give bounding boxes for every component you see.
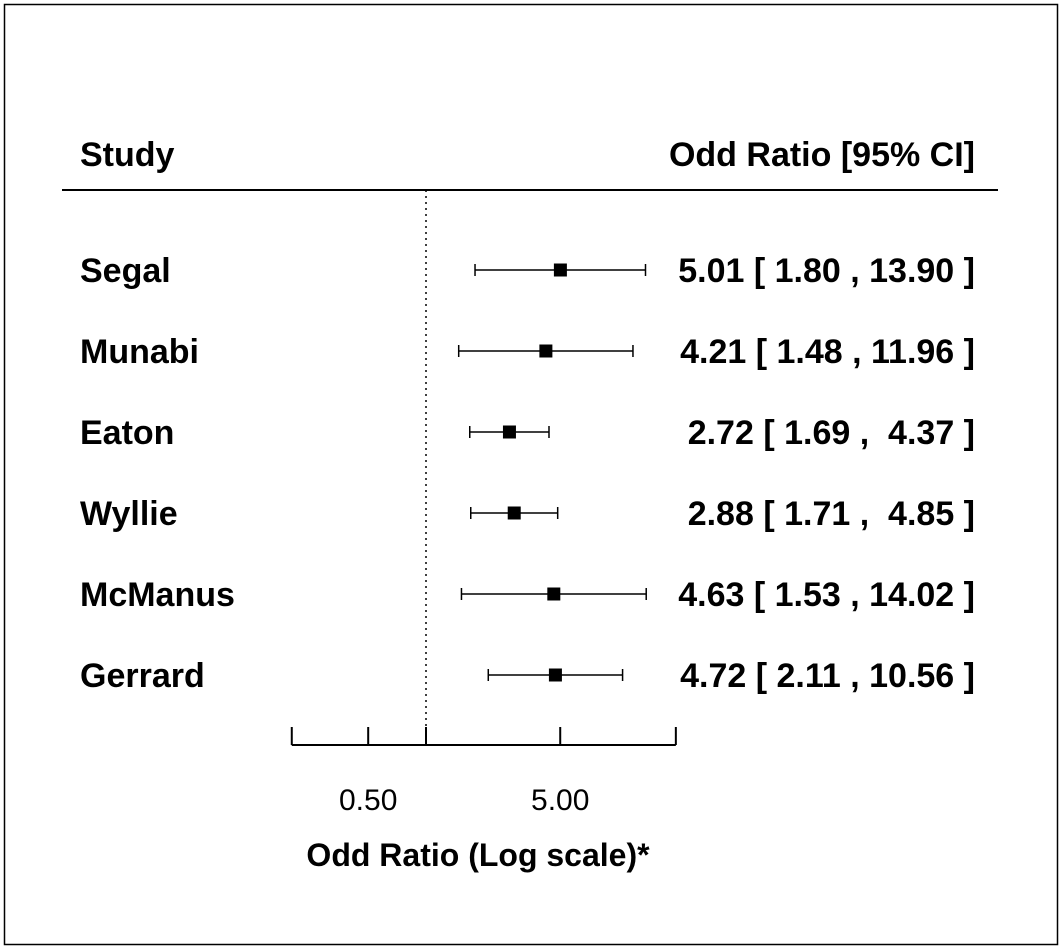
study-name: Segal: [80, 252, 171, 290]
study-name: Gerrard: [80, 657, 205, 695]
estimate-ci-text: 2.72 [ 1.69 , 4.37 ]: [688, 414, 975, 452]
point-estimate: [548, 668, 562, 682]
study-rows: Segal 5.01 [ 1.80 , 13.90 ] Munabi 4.21 [ 1…: [80, 252, 975, 695]
header-odds-ratio-ci: Odd Ratio [95% CI]: [669, 136, 975, 174]
estimate-ci-text: 5.01 [ 1.80 , 13.90 ]: [678, 252, 975, 290]
point-estimate: [502, 425, 516, 439]
study-name: Eaton: [80, 414, 174, 452]
x-tick-label: 0.50: [339, 784, 397, 817]
point-estimate: [553, 263, 567, 277]
point-estimate: [547, 587, 561, 601]
study-row: McManus 4.63 [ 1.53 , 14.02 ]: [80, 576, 975, 614]
study-name: Munabi: [80, 333, 199, 371]
study-row: Segal 5.01 [ 1.80 , 13.90 ]: [80, 252, 975, 290]
x-axis-label: Odd Ratio (Log scale)*: [306, 837, 650, 873]
study-row: Gerrard 4.72 [ 2.11 , 10.56 ]: [80, 657, 975, 695]
point-estimate: [539, 344, 553, 358]
figure-border: [3, 3, 1059, 946]
estimate-ci-text: 4.63 [ 1.53 , 14.02 ]: [678, 576, 975, 614]
point-estimate: [507, 506, 521, 520]
study-name: Wyllie: [80, 495, 178, 533]
header-study: Study: [80, 136, 175, 174]
estimate-ci-text: 2.88 [ 1.71 , 4.85 ]: [688, 495, 975, 533]
estimate-ci-text: 4.21 [ 1.48 , 11.96 ]: [680, 333, 975, 371]
study-row: Eaton 2.72 [ 1.69 , 4.37 ]: [80, 414, 975, 452]
study-row: Wyllie 2.88 [ 1.71 , 4.85 ]: [80, 495, 975, 533]
study-row: Munabi 4.21 [ 1.48 , 11.96 ]: [80, 333, 975, 371]
x-tick-label: 5.00: [531, 784, 589, 817]
x-axis: 0.50 5.00: [290, 727, 677, 817]
study-name: McManus: [80, 576, 235, 614]
estimate-ci-text: 4.72 [ 2.11 , 10.56 ]: [680, 657, 975, 695]
